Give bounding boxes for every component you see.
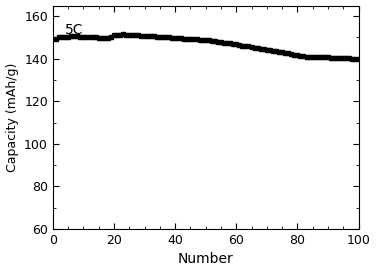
- Y-axis label: Capacity (mAh/g): Capacity (mAh/g): [6, 63, 18, 172]
- X-axis label: Number: Number: [178, 252, 233, 267]
- Text: 5C: 5C: [65, 23, 83, 38]
